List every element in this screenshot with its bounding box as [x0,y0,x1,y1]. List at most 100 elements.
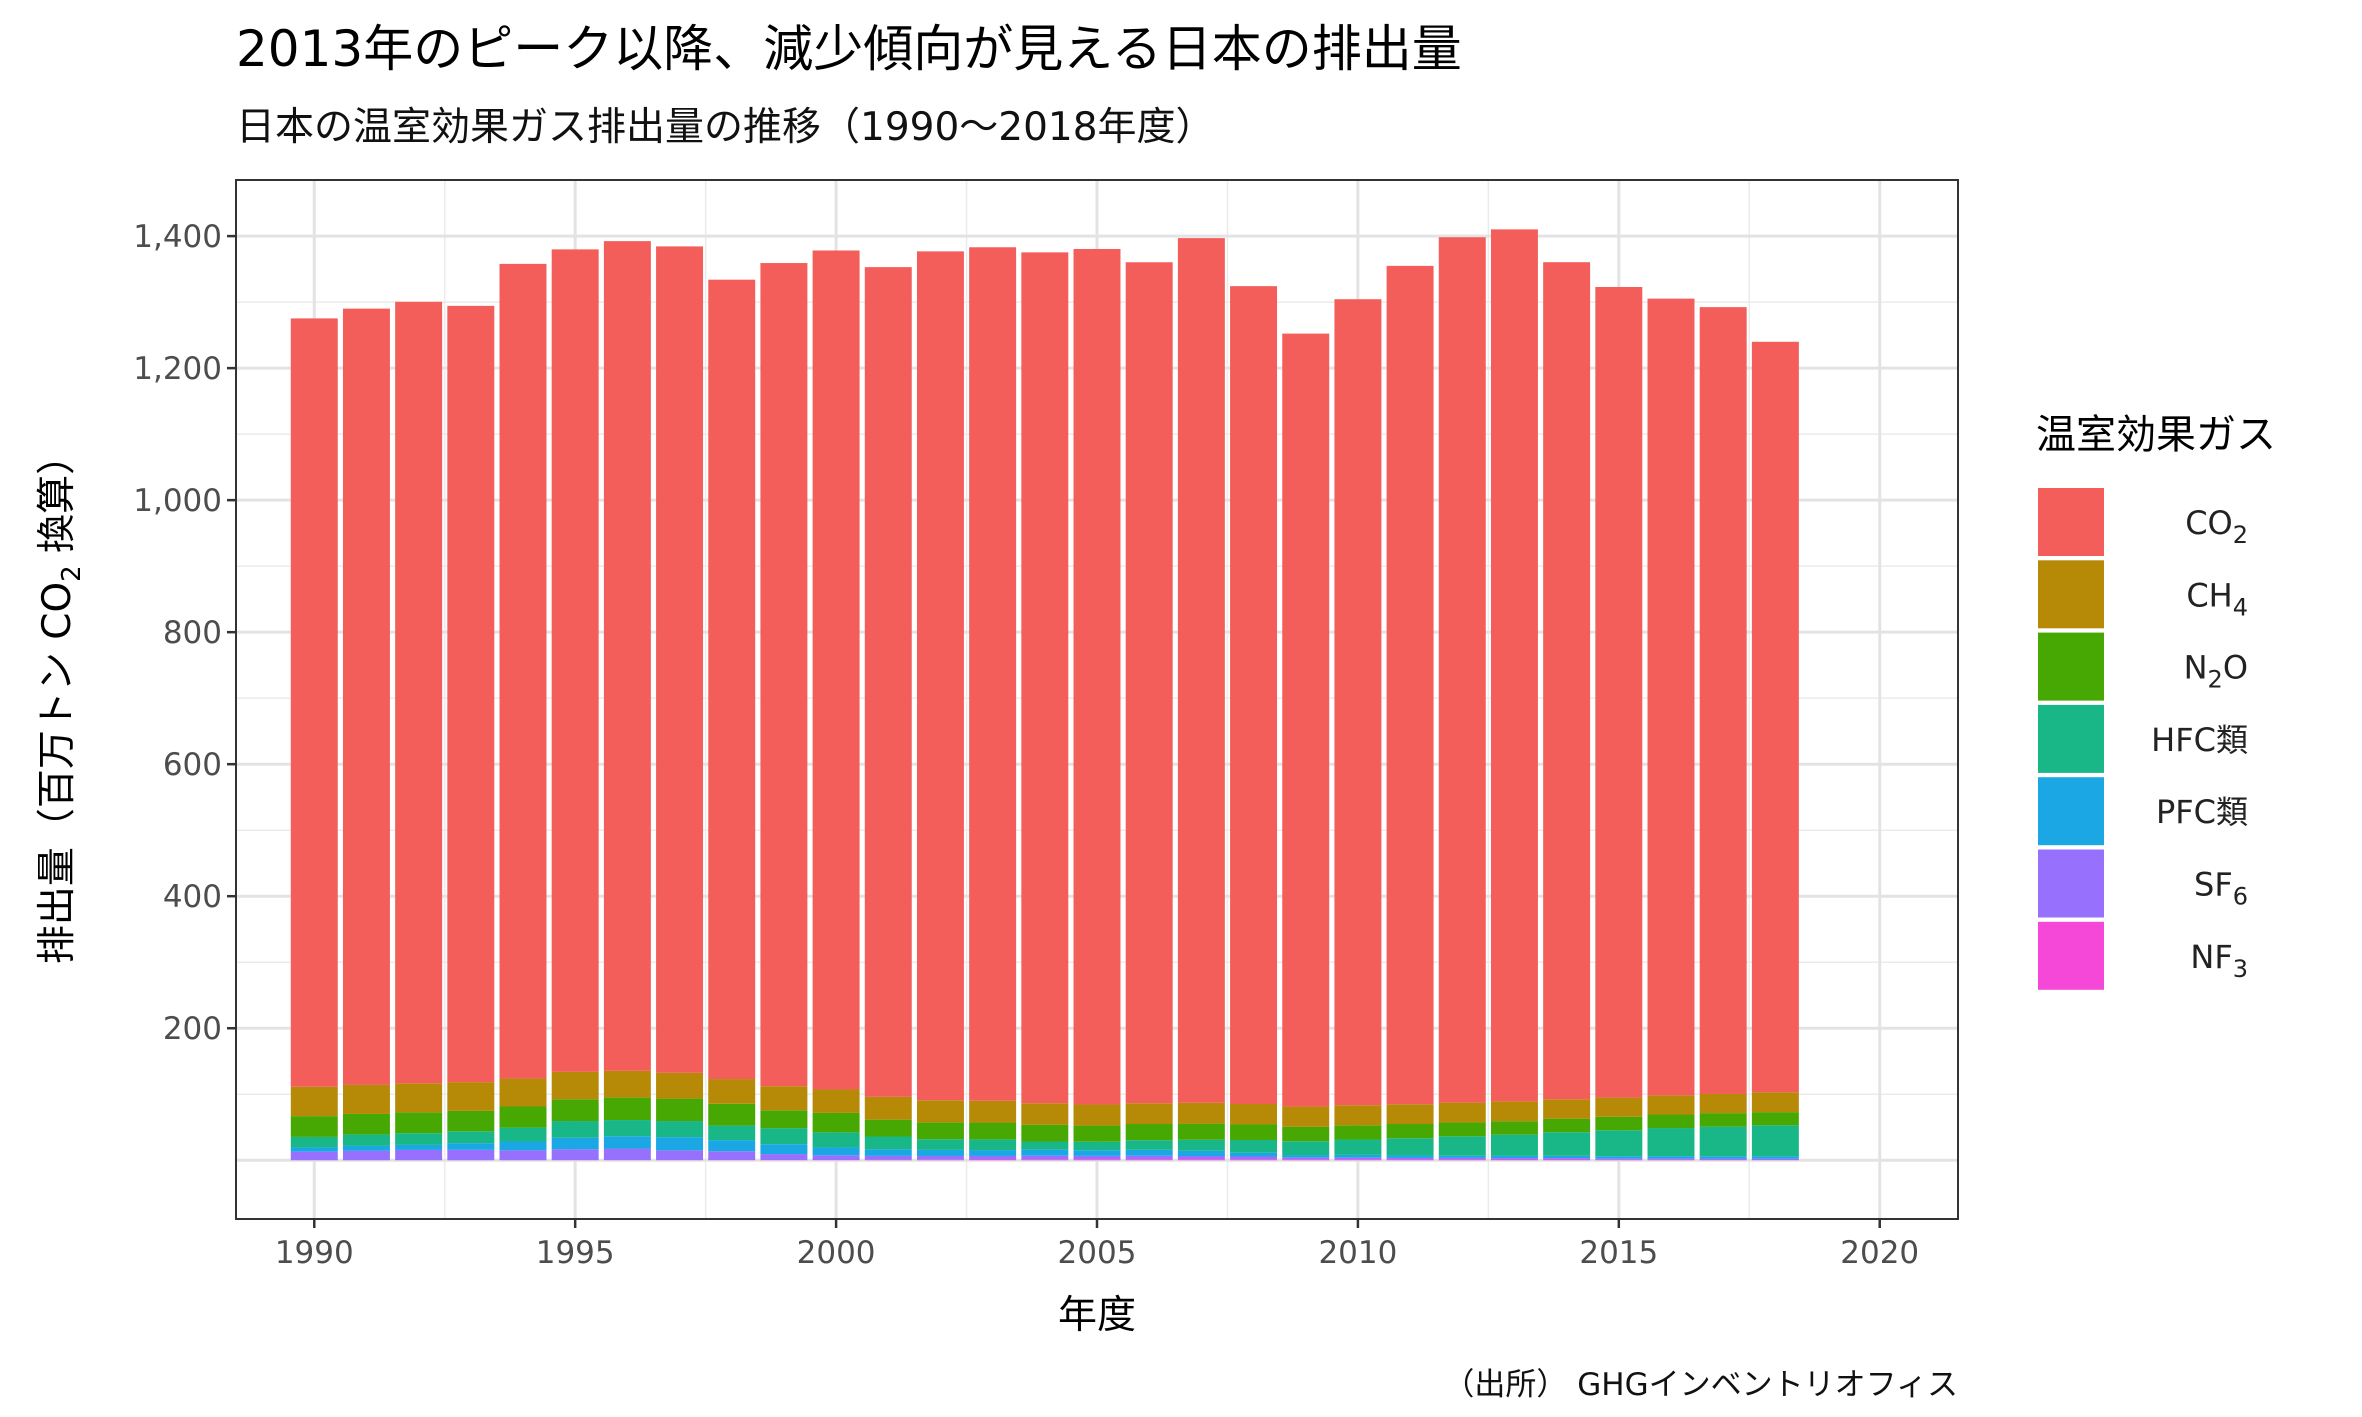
bars [290,229,1799,1161]
bar-CH4-2016 [1647,1095,1695,1115]
legend-label-main: N [2184,649,2208,687]
bar-N2O-2017 [1699,1113,1747,1127]
bar-NF3-2009 [1282,1159,1330,1161]
bar-HFC類-1993 [447,1131,495,1144]
x-tick-label: 2015 [1579,1235,1658,1271]
y-tick-label: 1,200 [133,351,222,387]
bar-SF6-2010 [1334,1157,1382,1160]
bar-PFC類-2003 [969,1150,1017,1156]
x-tick-label: 1990 [275,1235,354,1271]
bar-N2O-2013 [1490,1121,1538,1135]
bar-CH4-1996 [603,1070,651,1098]
bar-PFC類-1992 [395,1144,443,1150]
bar-HFC類-2011 [1386,1138,1434,1156]
bar-SF6-2004 [1021,1155,1069,1160]
legend-label: N2O [2184,649,2248,694]
bar-CH4-2000 [812,1089,860,1113]
bar-CH4-2001 [864,1096,912,1120]
bar-SF6-2012 [1438,1157,1486,1160]
bar-N2O-2011 [1386,1124,1434,1139]
x-tick-label: 2005 [1058,1235,1137,1271]
bar-HFC類-2003 [969,1139,1017,1151]
bar-PFC類-1993 [447,1143,495,1150]
bar-PFC類-2001 [864,1149,912,1156]
bar-CO2-2006 [1125,262,1173,1104]
bar-PFC類-2012 [1438,1155,1486,1158]
bar-CH4-1997 [656,1072,704,1099]
bar-SF6-1993 [447,1149,495,1161]
y-axis-title: 排出量（百万トン CO2 換算） [35,436,87,964]
bar-HFC類-2008 [1230,1139,1278,1153]
bar-NF3-2006 [1125,1159,1173,1161]
bar-HFC類-2005 [1073,1141,1121,1151]
bar-SF6-1994 [499,1150,547,1161]
bar-SF6-2013 [1490,1158,1538,1160]
x-tick-label: 2020 [1840,1235,1919,1271]
bar-CO2-2014 [1543,262,1591,1100]
bar-PFC類-2002 [916,1149,964,1156]
legend-item-PFC類: PFC類 [2038,777,2248,846]
legend-key [2038,560,2104,629]
bar-CO2-2004 [1021,252,1069,1104]
x-tick-label: 2000 [797,1235,876,1271]
bar-CO2-2012 [1438,237,1486,1103]
bar-CO2-2005 [1073,248,1121,1105]
bar-PFC類-2018 [1751,1156,1799,1159]
bar-SF6-1991 [342,1150,390,1161]
y-axis-title-sub: 2 [57,565,87,582]
bar-N2O-2000 [812,1112,860,1133]
bar-N2O-2006 [1125,1124,1173,1141]
bar-SF6-2005 [1073,1155,1121,1160]
bar-HFC類-1997 [656,1121,704,1138]
y-tick-label: 600 [163,747,222,783]
bar-SF6-2016 [1647,1158,1695,1160]
bar-NF3-2007 [1177,1159,1225,1161]
bar-CH4-2012 [1438,1102,1486,1123]
legend-key [2038,632,2104,701]
y-tick-label: 1,400 [133,219,222,255]
x-tick-label: 1995 [536,1235,615,1271]
legend-key [2038,488,2104,556]
legend-label-sub: 3 [2233,955,2248,983]
bar-NF3-2004 [1021,1159,1069,1161]
bar-N2O-1990 [290,1116,338,1137]
bar-HFC類-1996 [603,1120,651,1137]
legend-label-sub: 2 [2208,666,2223,694]
bar-NF3-2014 [1543,1159,1591,1161]
bar-CO2-2009 [1282,333,1330,1107]
bar-SF6-2007 [1177,1156,1225,1160]
bar-CO2-1997 [656,246,704,1073]
legend-key [2038,921,2104,990]
bar-CH4-2005 [1073,1104,1121,1126]
legend-label-main: NF [2190,938,2232,976]
bar-CO2-1996 [603,241,651,1071]
bar-SF6-1998 [708,1151,756,1161]
bar-CH4-2017 [1699,1093,1747,1114]
y-tick-label: 800 [163,615,222,651]
bar-PFC類-1996 [603,1136,651,1149]
bar-N2O-2016 [1647,1114,1695,1129]
bar-NF3-2013 [1490,1159,1538,1161]
legend-label: SF6 [2194,866,2248,911]
bar-PFC類-1999 [760,1144,808,1155]
bar-HFC類-1999 [760,1128,808,1145]
bar-N2O-2009 [1282,1126,1330,1142]
bar-CO2-2007 [1177,238,1225,1103]
legend-label: PFC類 [2156,793,2248,831]
bar-SF6-2001 [864,1155,912,1160]
legend-label-sub: 6 [2233,883,2248,911]
bar-CH4-1991 [342,1084,390,1114]
bar-CO2-2015 [1595,287,1643,1098]
bar-CO2-1990 [290,318,338,1087]
chart-title: 2013年のピーク以降、減少傾向が見える日本の排出量 [236,20,1462,78]
bar-CO2-2002 [916,251,964,1101]
bar-CH4-2004 [1021,1103,1069,1125]
bar-HFC類-1995 [551,1121,599,1138]
bar-CH4-1992 [395,1083,443,1113]
bar-CO2-1999 [760,263,808,1087]
bar-SF6-1995 [551,1149,599,1161]
bar-PFC類-2000 [812,1147,860,1156]
bar-N2O-1999 [760,1110,808,1129]
legend-label-main: SF [2194,866,2233,904]
bar-CH4-2003 [969,1100,1017,1123]
